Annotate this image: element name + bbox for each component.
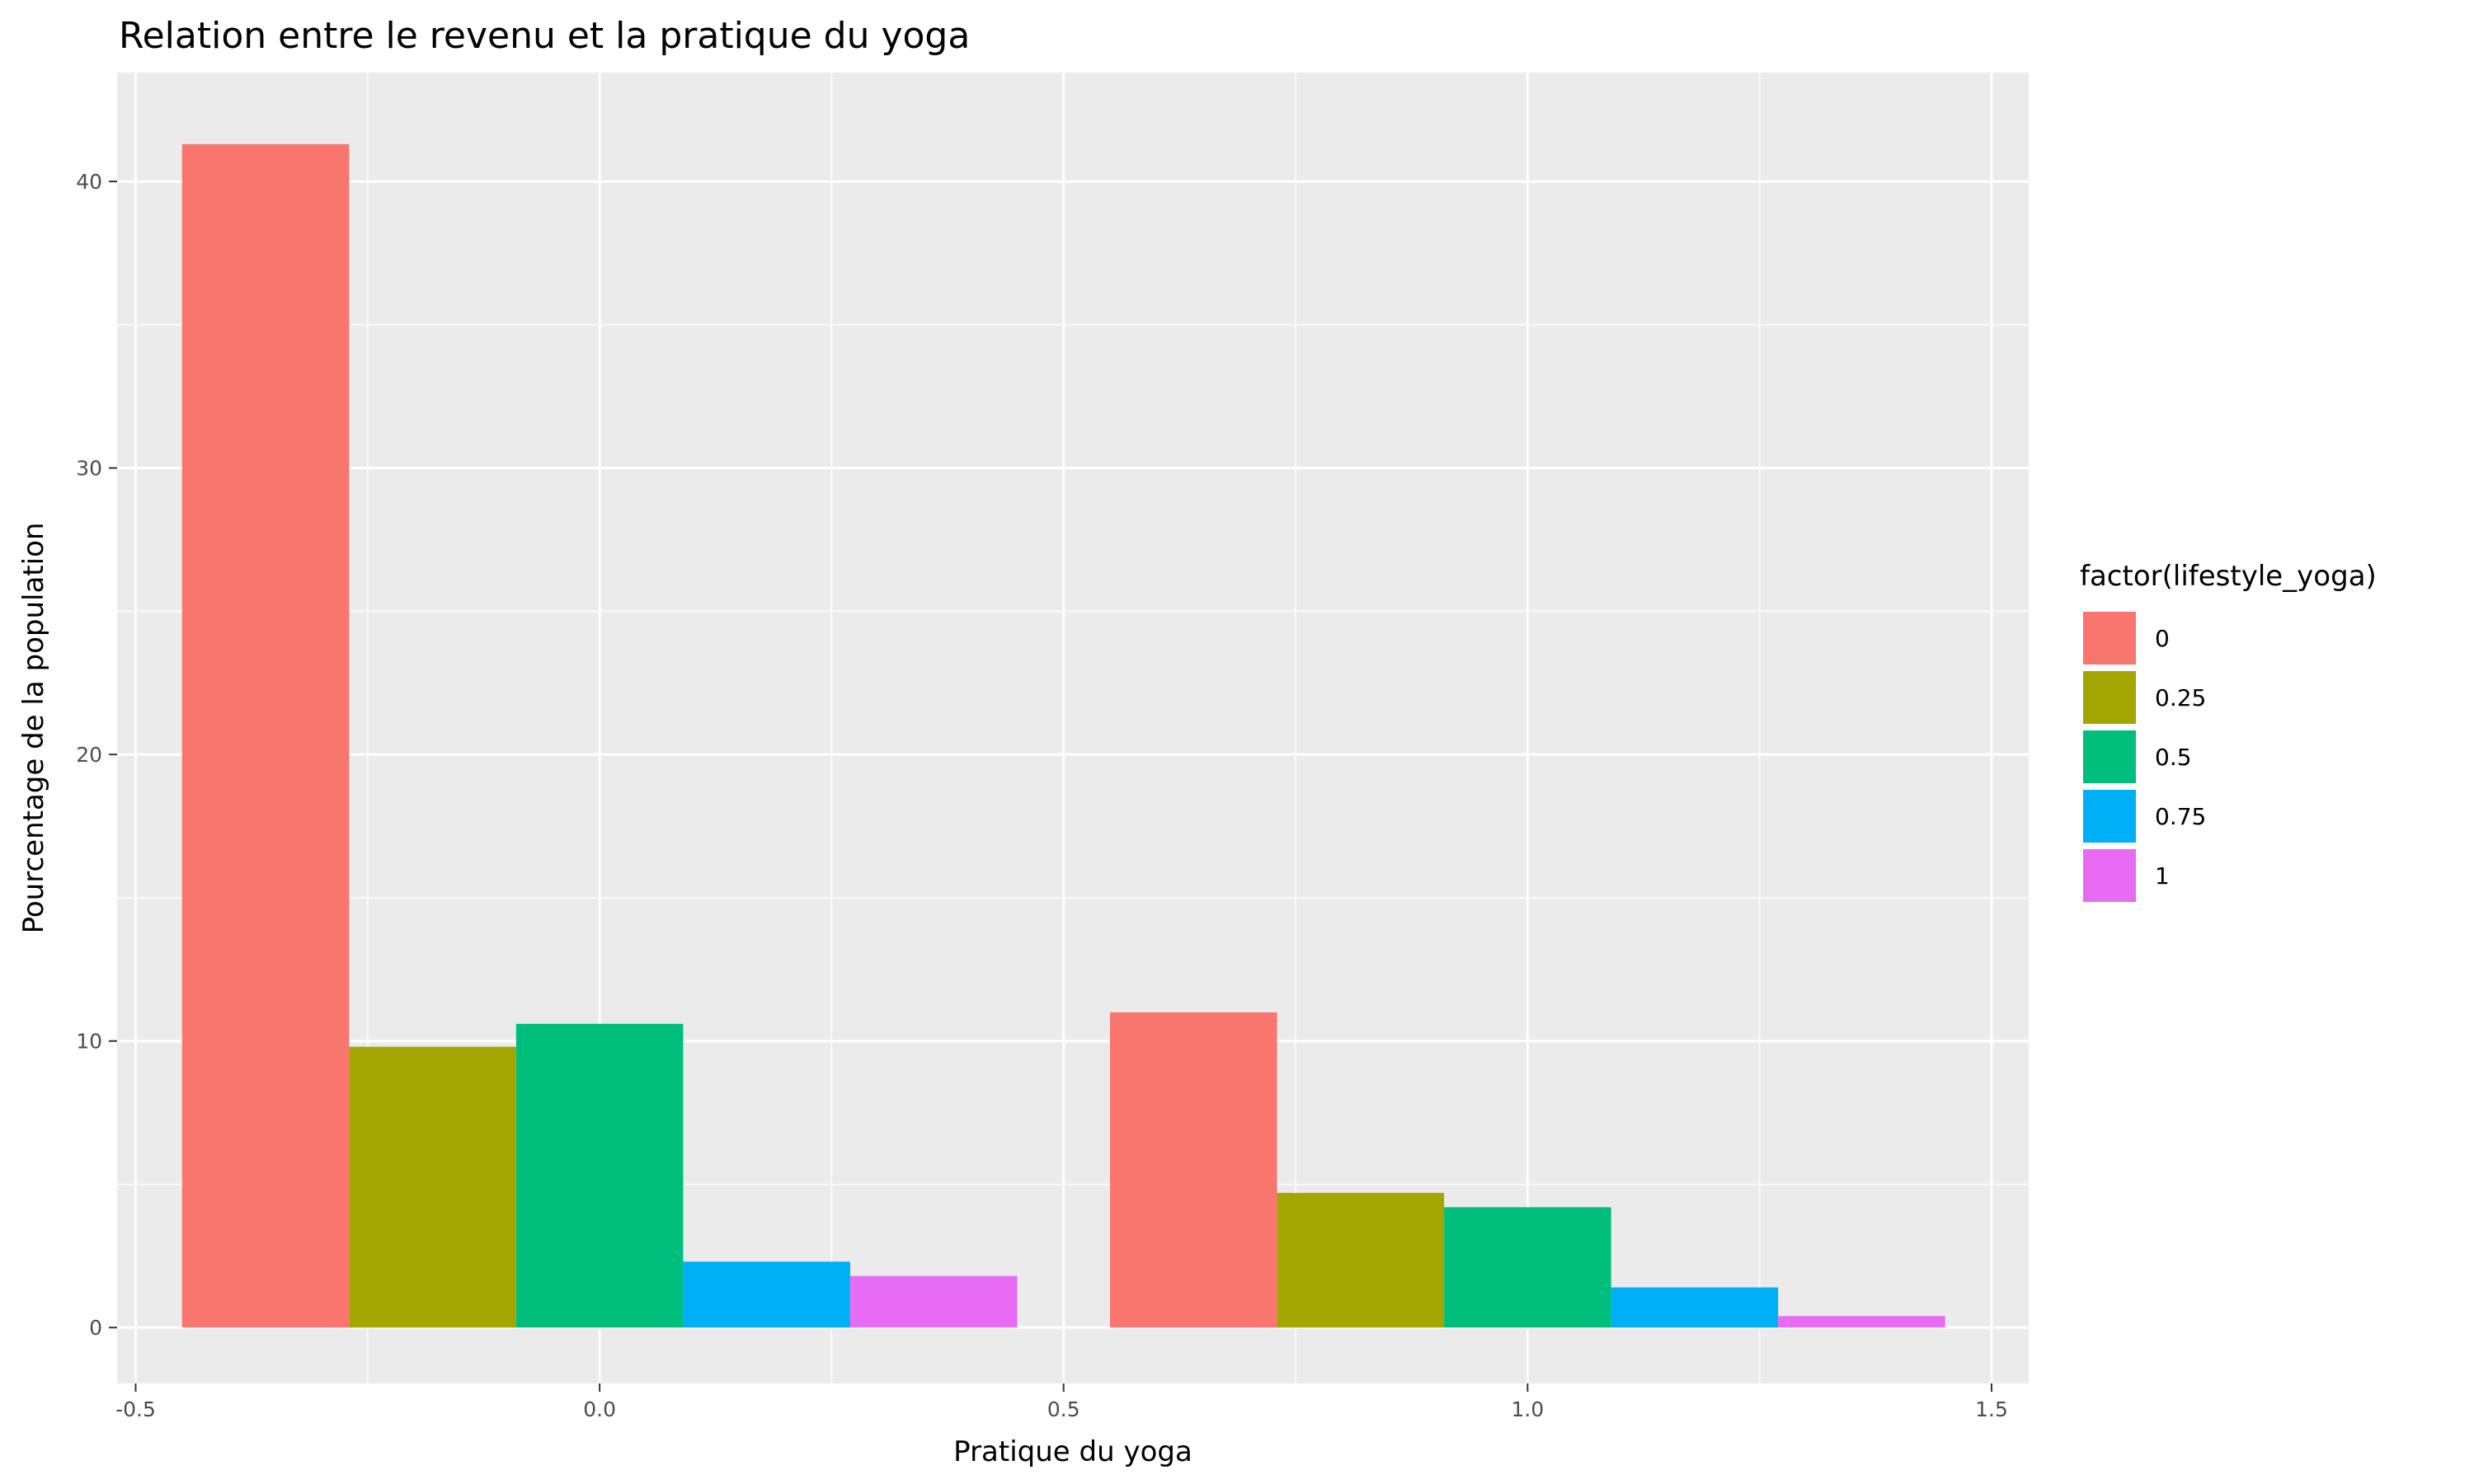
grid-minor <box>117 73 2029 1383</box>
bar <box>1611 1287 1779 1328</box>
y-axis: 0 10 20 30 40 <box>76 170 117 1340</box>
x-tick-label: 0.5 <box>1047 1397 1080 1421</box>
legend-key <box>2081 610 2138 666</box>
y-tick-label: 10 <box>76 1030 102 1054</box>
bar <box>349 1046 516 1328</box>
bars <box>181 143 1945 1328</box>
bar <box>1778 1316 1945 1328</box>
bar <box>181 143 350 1328</box>
legend-title: factor(lifestyle_yoga) <box>2080 560 2377 593</box>
legend-label: 0.25 <box>2155 684 2206 711</box>
x-axis-title: Pratique du yoga <box>953 1435 1192 1468</box>
y-tick-label: 40 <box>76 170 102 194</box>
x-axis: -0.5 0.0 0.5 1.0 1.5 <box>115 1383 2008 1421</box>
y-tick-label: 30 <box>76 457 102 481</box>
legend-key <box>2081 848 2138 904</box>
y-axis-title: Pourcentage de la population <box>17 523 50 934</box>
bar <box>683 1261 850 1328</box>
legend: factor(lifestyle_yoga) 0 0.25 0.5 0.75 1 <box>2080 560 2377 904</box>
legend-key <box>2081 729 2138 785</box>
bar <box>515 1023 684 1328</box>
legend-label: 0.75 <box>2155 803 2206 830</box>
y-tick-label: 0 <box>89 1316 102 1340</box>
legend-key <box>2081 788 2138 844</box>
x-tick-label: -0.5 <box>115 1397 156 1421</box>
legend-label: 0.5 <box>2155 744 2192 771</box>
y-tick-label: 20 <box>76 743 102 767</box>
legend-items: 0 0.25 0.5 0.75 1 <box>2081 610 2206 904</box>
chart-title: Relation entre le revenu et la pratique … <box>119 15 970 57</box>
bar <box>849 1275 1018 1328</box>
bar <box>1444 1207 1611 1328</box>
legend-key <box>2081 669 2138 726</box>
x-tick-label: 1.0 <box>1511 1397 1544 1421</box>
x-tick-label: 0.0 <box>583 1397 616 1421</box>
legend-label: 0 <box>2155 625 2170 652</box>
legend-label: 1 <box>2155 862 2170 890</box>
bar <box>1110 1012 1277 1328</box>
bar <box>1277 1192 1445 1328</box>
x-tick-label: 1.5 <box>1975 1397 2008 1421</box>
